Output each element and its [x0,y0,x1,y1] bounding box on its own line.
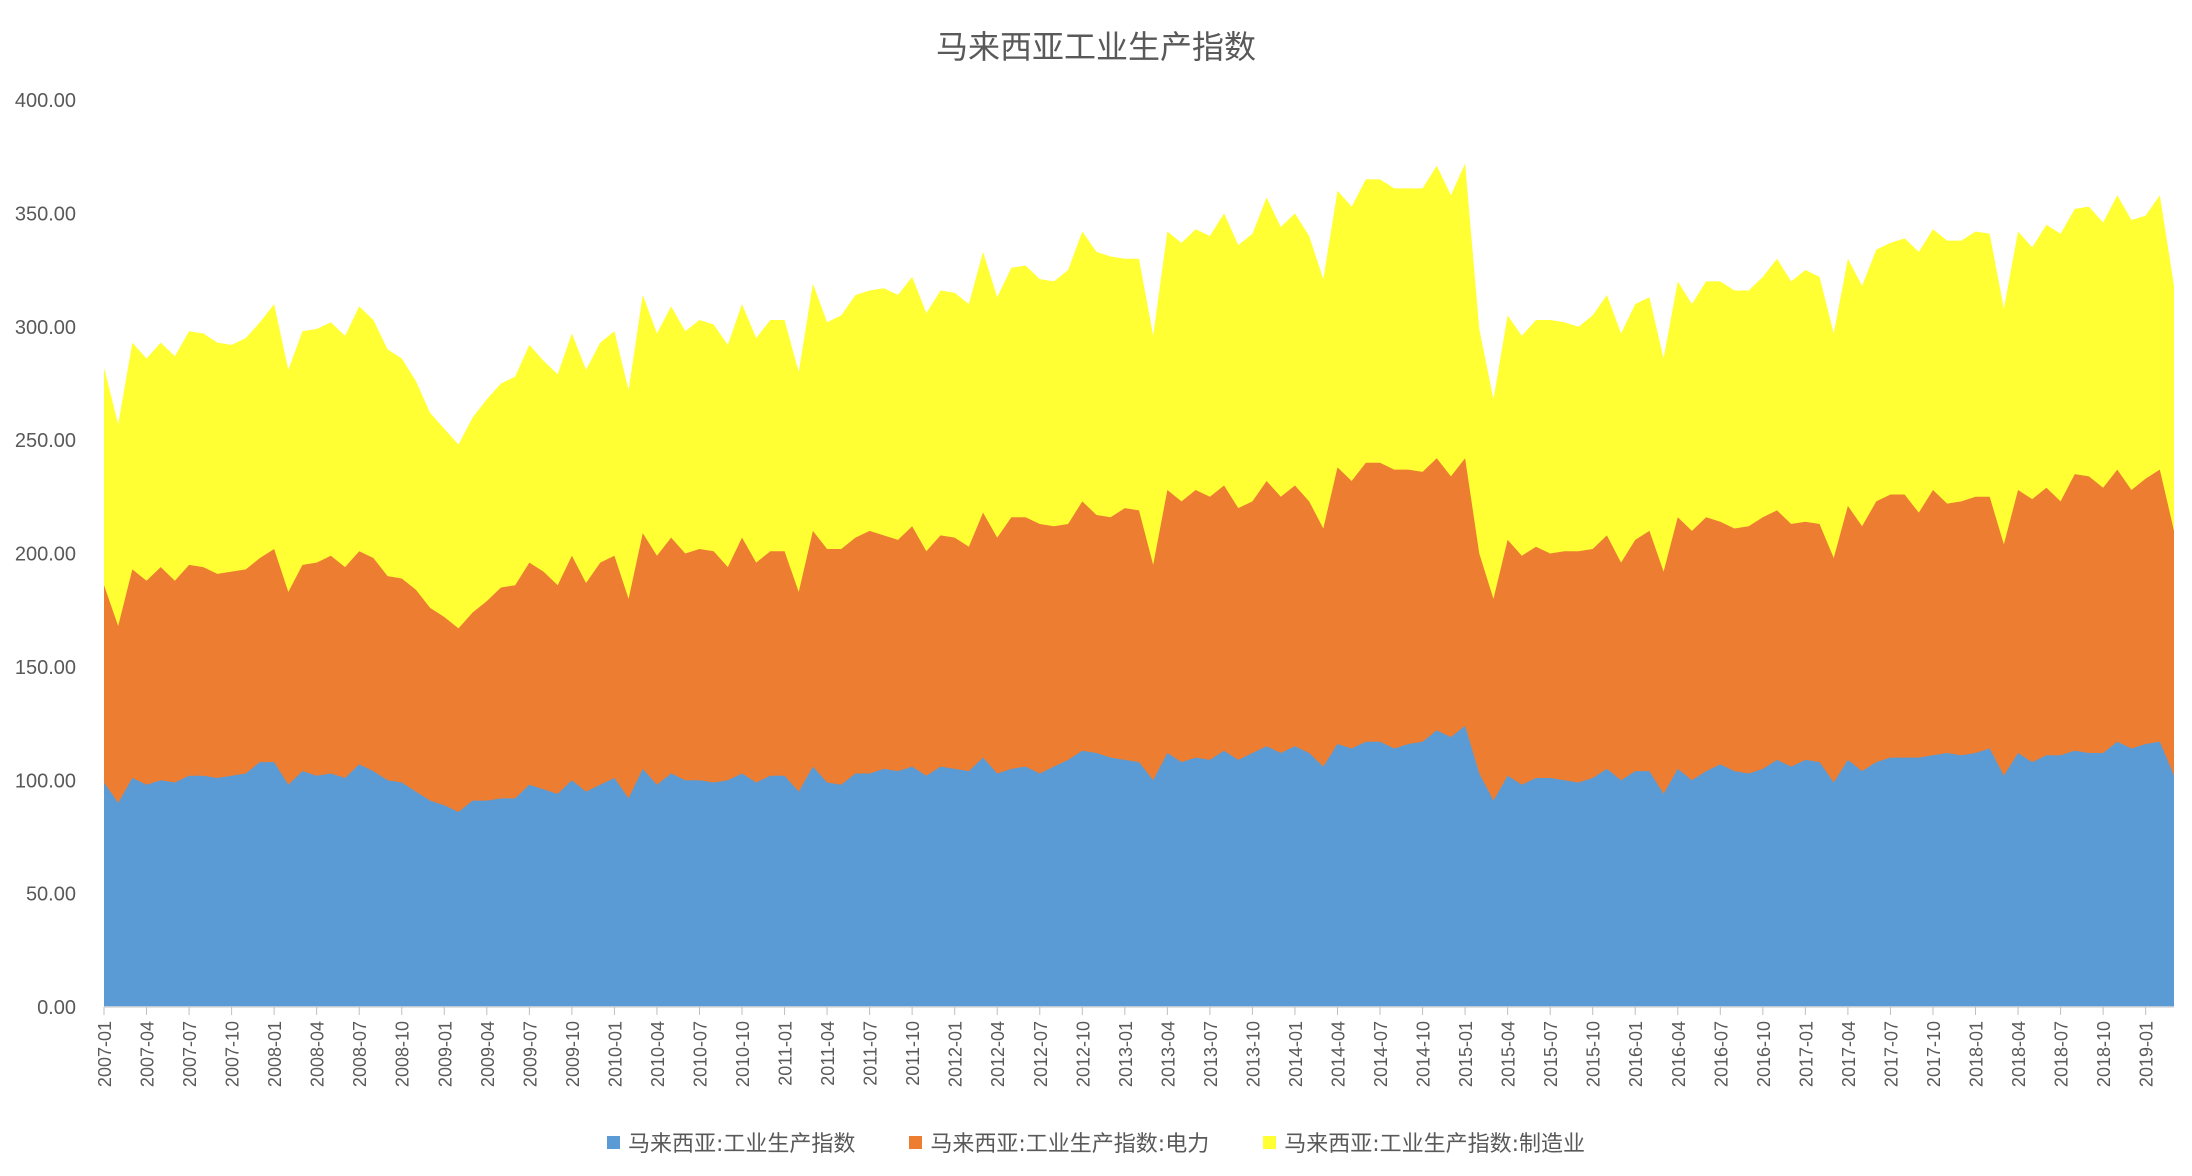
x-tick-label: 2014-10 [1414,1021,1434,1087]
x-tick-label: 2007-04 [138,1021,158,1087]
x-tick-label: 2010-10 [733,1021,753,1087]
x-tick-label: 2013-04 [1158,1021,1178,1087]
x-tick-label: 2011-07 [861,1021,881,1086]
x-tick-label: 2012-07 [1031,1021,1051,1087]
x-tick-label: 2012-01 [946,1021,966,1087]
y-axis: 0.00 50.00 100.00 150.00 200.00 250.00 300.00 3… [15,90,76,1019]
x-tick-label: 2011-01 [776,1021,796,1086]
x-tick-label: 2009-10 [563,1021,583,1087]
x-tick-label: 2017-07 [1881,1021,1901,1087]
x-tick-label: 2014-04 [1328,1021,1348,1087]
x-tick-label: 2013-07 [1201,1021,1221,1087]
y-tick-label: 0.00 [37,997,76,1019]
x-tick-label: 2008-07 [350,1021,370,1087]
x-tick-label: 2016-10 [1754,1021,1774,1087]
x-tick-label: 2010-04 [648,1021,668,1087]
y-tick-label: 200.00 [15,544,76,566]
x-tick-label: 2014-07 [1371,1021,1391,1087]
x-tick-label: 2011-10 [903,1021,923,1086]
x-tick-label: 2012-04 [988,1021,1008,1087]
x-tick-label: 2007-07 [180,1021,200,1087]
legend-swatch [606,1135,620,1149]
y-tick-label: 150.00 [15,657,76,679]
legend-label: 马来西亚:工业生产指数 [627,1132,856,1157]
chart-title: 马来西亚工业生产指数 [935,28,1256,66]
x-tick-label: 2012-10 [1073,1021,1093,1087]
x-tick-label: 2009-07 [520,1021,540,1087]
x-tick-label: 2007-10 [223,1021,243,1087]
y-tick-label: 350.00 [15,203,76,225]
x-tick-label: 2015-04 [1499,1021,1519,1087]
y-tick-label: 100.00 [15,770,76,792]
x-tick-label: 2009-04 [478,1021,498,1087]
x-tick-label: 2014-01 [1286,1021,1306,1087]
x-tick-label: 2018-04 [2009,1021,2029,1087]
legend-item-1: 马来西亚:工业生产指数 [606,1126,856,1158]
x-tick-label: 2017-04 [1839,1021,1859,1087]
x-tick-label: 2013-10 [1243,1021,1263,1087]
y-tick-label: 250.00 [15,430,76,452]
x-tick-label: 2018-01 [1967,1021,1987,1087]
legend-label: 马来西亚:工业生产指数:制造业 [1284,1132,1586,1157]
x-axis: 2007-01 2007-04 2007-07 2007-10 2008-01 2008-… [95,1006,2174,1087]
x-tick-label: 2007-01 [95,1021,115,1087]
y-tick-label: 50.00 [26,884,76,906]
x-tick-label: 2017-01 [1796,1021,1816,1087]
x-tick-label: 2010-01 [605,1021,625,1087]
x-tick-label: 2010-07 [690,1021,710,1087]
y-tick-label: 300.00 [15,317,76,339]
x-tick-label: 2015-07 [1541,1021,1561,1087]
legend-label: 马来西亚:工业生产指数:电力 [930,1132,1210,1157]
x-tick-label: 2016-04 [1669,1021,1689,1087]
legend-item-2: 马来西亚:工业生产指数:电力 [909,1126,1209,1158]
area-series-1 [104,725,2174,1007]
legend: 马来西亚:工业生产指数 马来西亚:工业生产指数:电力 马来西亚:工业生产指数:制造业 [0,1126,2192,1158]
x-tick-label: 2011-04 [818,1021,838,1086]
legend-swatch [1263,1135,1277,1149]
x-tick-label: 2013-01 [1116,1021,1136,1087]
legend-swatch [909,1135,923,1149]
x-tick-label: 2018-07 [2052,1021,2072,1087]
x-tick-label: 2008-04 [308,1021,328,1087]
x-tick-label: 2017-10 [1924,1021,1944,1087]
area-series-group [104,163,2174,1008]
x-tick-label: 2016-07 [1711,1021,1731,1087]
x-tick-label: 2016-01 [1626,1021,1646,1087]
x-tick-label: 2019-01 [2137,1021,2157,1087]
legend-item-3: 马来西亚:工业生产指数:制造业 [1263,1126,1585,1158]
x-tick-label: 2018-10 [2094,1021,2114,1087]
x-tick-label: 2008-01 [265,1021,285,1087]
x-tick-label: 2015-01 [1456,1021,1476,1087]
y-tick-label: 400.00 [15,90,76,112]
x-tick-label: 2008-10 [393,1021,413,1087]
x-tick-label: 2009-01 [435,1021,455,1087]
x-tick-label: 2015-10 [1584,1021,1604,1087]
